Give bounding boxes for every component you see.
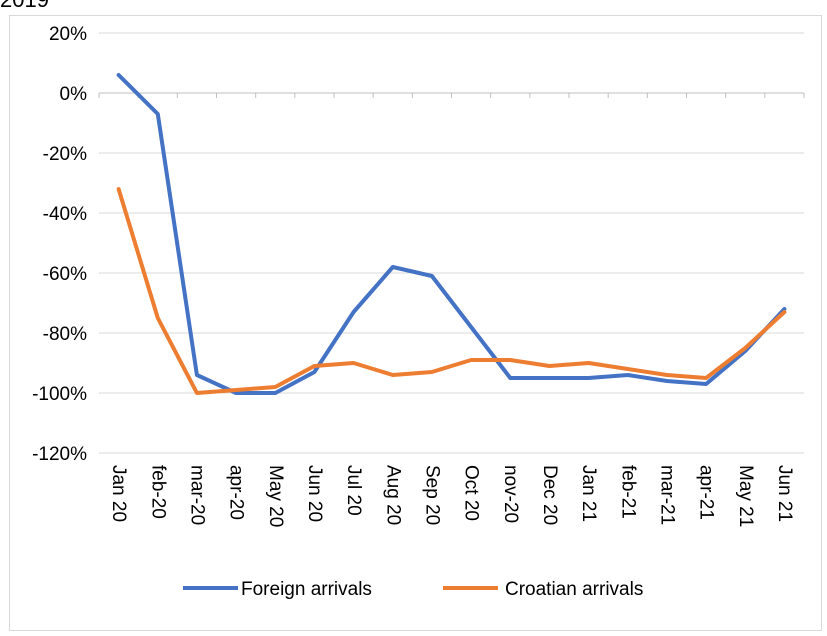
y-tick-label: 0%	[60, 84, 88, 105]
x-tick-label: Dec 20	[539, 465, 560, 525]
x-tick-label: May 21	[735, 465, 756, 527]
x-tick-label: Jun 20	[304, 465, 325, 522]
legend-label: Foreign arrivals	[241, 579, 372, 600]
y-tick-label: -60%	[43, 264, 87, 285]
y-tick-label: -120%	[32, 444, 87, 465]
x-tick-label: mar-20	[186, 465, 207, 525]
legend: Foreign arrivals Croatian arrivals	[183, 579, 643, 600]
legend-label: Croatian arrivals	[505, 579, 643, 600]
x-tick-label: mar-21	[656, 465, 677, 525]
x-tick-label: nov-20	[500, 465, 521, 523]
x-axis: Jan 20 feb-20 mar-20 apr-20 May 20 Jun 20 Jul …	[98, 92, 805, 527]
x-tick-label: apr-21	[696, 465, 717, 520]
x-tick-label: apr-20	[226, 465, 247, 520]
x-tick-label: Aug 20	[382, 465, 403, 525]
series-lines	[116, 73, 787, 395]
x-tick-label: Jan 20	[108, 465, 129, 522]
y-tick-label: -20%	[43, 144, 87, 165]
y-tick-label: 20%	[49, 24, 87, 45]
x-tick-label: Oct 20	[461, 465, 482, 521]
y-tick-label: -80%	[43, 324, 87, 345]
y-axis-ticks: 20% 0% -20% -40% -60% -80% -100% -120%	[32, 24, 87, 465]
x-tick-label: Jan 21	[578, 465, 599, 522]
x-tick-label: Jun 21	[774, 465, 795, 522]
chart-title: 2019	[0, 0, 49, 13]
x-tick-label: feb-21	[617, 465, 638, 519]
chart-frame	[9, 15, 822, 631]
y-tick-label: -100%	[32, 384, 87, 405]
series-line-croatian-arrivals	[116, 187, 787, 395]
x-tick-label: Jul 20	[343, 465, 364, 516]
x-tick-label: feb-20	[147, 465, 168, 519]
series-line-foreign-arrivals	[116, 73, 787, 395]
x-tick-label: May 20	[265, 465, 286, 527]
y-tick-label: -40%	[43, 204, 87, 225]
x-tick-label: Sep 20	[421, 465, 442, 525]
